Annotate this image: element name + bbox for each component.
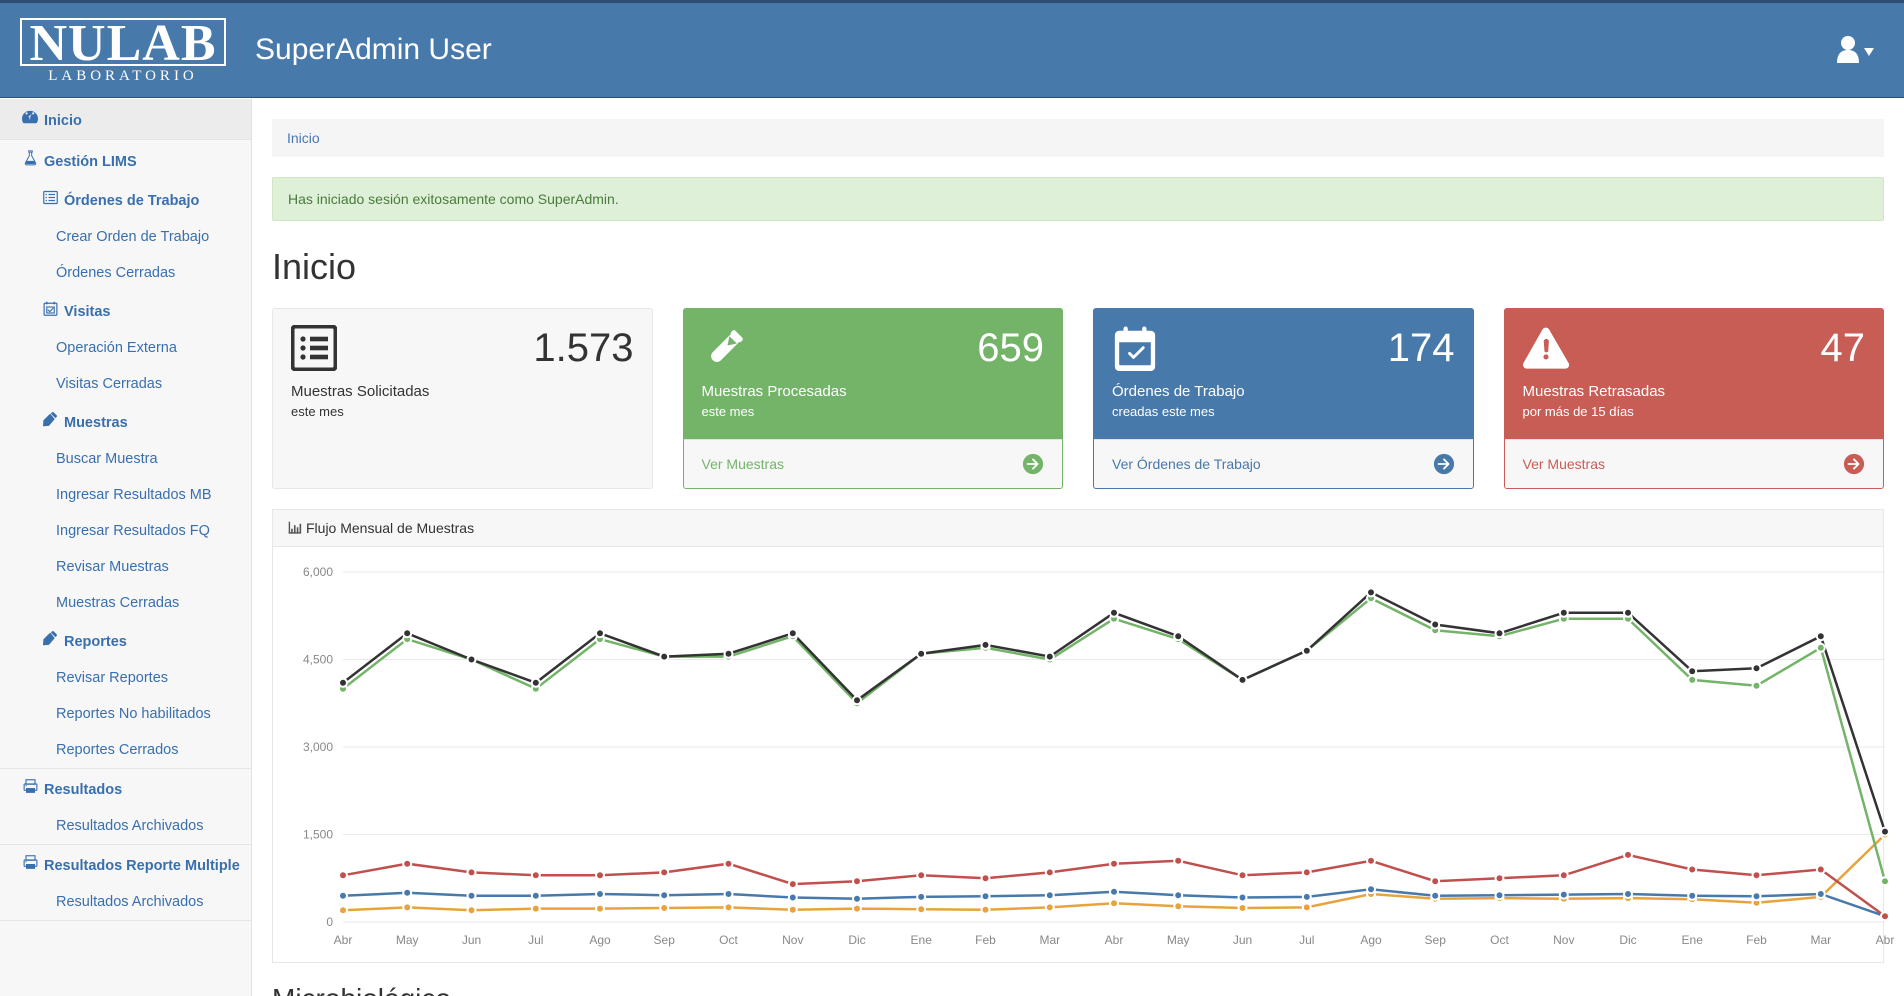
- svg-text:Mar: Mar: [1810, 933, 1831, 947]
- svg-text:Mar: Mar: [1039, 933, 1060, 947]
- svg-text:1,500: 1,500: [303, 828, 333, 842]
- svg-text:Oct: Oct: [719, 933, 738, 947]
- svg-text:Jul: Jul: [528, 933, 543, 947]
- svg-text:Dic: Dic: [848, 933, 865, 947]
- svg-text:Abr: Abr: [334, 933, 353, 947]
- svg-text:6,000: 6,000: [303, 565, 333, 579]
- svg-text:May: May: [1167, 933, 1190, 947]
- svg-text:Sep: Sep: [654, 933, 676, 947]
- svg-text:3,000: 3,000: [303, 740, 333, 754]
- svg-text:Jun: Jun: [1233, 933, 1252, 947]
- svg-text:Ago: Ago: [1360, 933, 1382, 947]
- svg-text:Dic: Dic: [1619, 933, 1636, 947]
- svg-text:Jun: Jun: [462, 933, 481, 947]
- svg-text:Ago: Ago: [589, 933, 611, 947]
- svg-text:Ene: Ene: [1682, 933, 1704, 947]
- svg-text:Oct: Oct: [1490, 933, 1509, 947]
- svg-text:4,500: 4,500: [303, 653, 333, 667]
- svg-text:Feb: Feb: [1746, 933, 1767, 947]
- svg-text:Sep: Sep: [1425, 933, 1447, 947]
- svg-text:Nov: Nov: [1553, 933, 1574, 947]
- svg-text:Abr: Abr: [1876, 933, 1895, 947]
- svg-text:0: 0: [326, 915, 333, 929]
- svg-text:Nov: Nov: [782, 933, 803, 947]
- svg-text:Ene: Ene: [911, 933, 933, 947]
- svg-text:Jul: Jul: [1299, 933, 1314, 947]
- svg-text:Abr: Abr: [1105, 933, 1124, 947]
- svg-text:May: May: [396, 933, 419, 947]
- svg-text:Feb: Feb: [975, 933, 996, 947]
